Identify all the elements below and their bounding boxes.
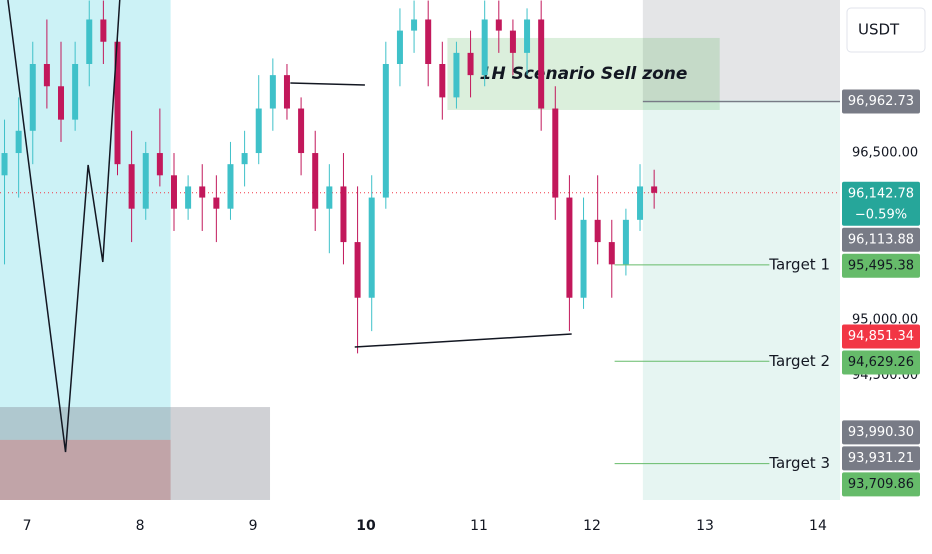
candle-body	[608, 242, 615, 265]
candle-body	[439, 64, 446, 98]
candle-body	[170, 175, 177, 209]
zone	[0, 407, 271, 500]
candle-body	[453, 52, 460, 98]
candle-body	[227, 164, 234, 209]
candle-body	[283, 75, 290, 109]
zone	[0, 0, 171, 440]
candle-body	[1, 153, 8, 176]
candle-body	[382, 64, 389, 198]
candle-body	[411, 19, 418, 31]
candle-body	[114, 41, 121, 165]
candle-body	[15, 130, 22, 154]
price-label: 95,495.38	[848, 258, 914, 273]
price-label-box	[842, 89, 920, 114]
candle-body	[368, 197, 375, 298]
candle-body	[509, 30, 516, 53]
price-label: 93,931.21	[848, 451, 914, 466]
candle-body	[495, 19, 502, 31]
price-label: 94,629.26	[848, 355, 914, 370]
candle-body	[128, 164, 135, 209]
candle-body	[43, 64, 50, 87]
y-tick-label: 96,500.00	[852, 146, 918, 161]
candle-body	[241, 153, 248, 165]
candle-body	[651, 186, 658, 193]
candle-body	[594, 219, 601, 243]
trend-line	[290, 82, 365, 86]
x-tick-label: 10	[356, 518, 376, 534]
candle-body	[425, 19, 432, 65]
candle-body	[58, 86, 65, 120]
x-tick-label: 7	[23, 518, 32, 534]
price-label-box	[842, 472, 920, 497]
candle-body	[72, 64, 79, 120]
x-tick-label: 9	[249, 518, 258, 534]
price-label: 94,851.34	[848, 329, 914, 344]
candle-body	[156, 153, 163, 176]
candle-body	[312, 153, 319, 209]
price-label: 93,990.30	[848, 425, 914, 440]
candle-body	[467, 52, 474, 76]
trend-line	[7, 0, 121, 453]
price-label-box	[842, 253, 920, 278]
zone	[447, 37, 720, 110]
price-label-box	[842, 350, 920, 375]
price-label: 96,142.78	[848, 186, 914, 201]
candle-body	[199, 186, 206, 198]
x-tick-label: 11	[470, 518, 488, 534]
candle-body	[354, 242, 361, 298]
zone-label: 1H Scenario Sell zone	[480, 64, 688, 84]
candle-body	[29, 64, 36, 131]
candle-body	[100, 19, 107, 42]
price-label: 93,709.86	[848, 477, 914, 492]
target-label: Target 3	[768, 454, 830, 472]
candle-body	[298, 108, 305, 154]
price-label-box	[842, 227, 920, 252]
trend-line	[354, 333, 572, 348]
currency: USDT	[858, 21, 900, 39]
candle-body	[142, 153, 149, 209]
x-tick-label: 12	[583, 518, 601, 534]
candle-body	[326, 186, 333, 209]
target-label: Target 1	[768, 255, 830, 273]
zone	[0, 439, 171, 500]
candle-body	[552, 108, 559, 198]
candle-body	[481, 19, 488, 76]
candle-body	[255, 108, 262, 154]
price-change: −0.59%	[855, 207, 907, 222]
price-label: 96,962.73	[848, 94, 914, 109]
price-label-box	[842, 181, 920, 226]
candle-body	[538, 19, 545, 109]
x-tick-label: 8	[136, 518, 145, 534]
candle-body	[580, 219, 587, 298]
zone	[642, 0, 840, 100]
candle-body	[622, 219, 629, 265]
candle-body	[340, 186, 347, 243]
target-label: Target 2	[768, 352, 830, 370]
zone	[642, 99, 840, 500]
candle-body	[637, 186, 644, 220]
price-label: 96,113.88	[848, 232, 914, 247]
currency-box	[846, 7, 926, 53]
price-label-box	[842, 446, 920, 471]
candle-body	[86, 19, 93, 65]
x-tick-label: 14	[809, 518, 827, 534]
candle-body	[566, 197, 573, 298]
candle-body	[524, 19, 531, 53]
candle-body	[213, 197, 220, 209]
candle-body	[185, 186, 192, 209]
price-label-box	[842, 420, 920, 445]
candle-body	[396, 30, 403, 65]
plot-area: 1H Scenario Sell zone Target 1 Target 2 Tar…	[0, 0, 840, 500]
candle-body	[269, 75, 276, 109]
price-label-box	[842, 324, 920, 349]
y-tick-label: 95,000.00	[852, 313, 918, 328]
x-tick-label: 13	[696, 518, 714, 534]
